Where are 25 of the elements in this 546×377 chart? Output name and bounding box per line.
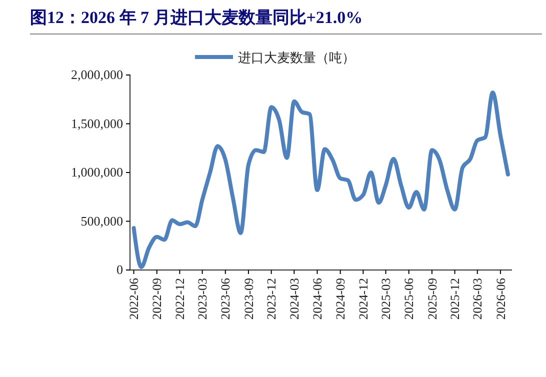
x-tick-label: 2025-12 (448, 278, 462, 320)
x-tick-label: 2026-03 (470, 278, 485, 320)
x-tick-label: 2024-06 (310, 278, 325, 320)
x-tick-label: 2025-09 (425, 278, 440, 320)
y-tick-label: 500,000 (80, 213, 123, 228)
chart-title: 图12：2026 年 7 月进口大麦数量同比+21.0% (30, 8, 363, 27)
y-tick-label: 1,000,000 (71, 164, 123, 180)
x-tick-label: 2023-12 (264, 278, 279, 320)
x-tick-label: 2024-12 (356, 278, 371, 320)
legend-label: 进口大麦数量（吨） (238, 50, 355, 65)
x-tick-label: 2022-12 (173, 278, 188, 320)
x-tick-label: 2024-09 (334, 278, 348, 320)
x-tick-label: 2022-09 (150, 278, 164, 320)
x-tick-label: 2025-03 (379, 278, 394, 320)
line-series (132, 90, 510, 270)
x-tick-label: 2023-09 (242, 278, 256, 320)
y-tick-label: 0 (116, 262, 123, 278)
y-tick-label: 1,500,000 (71, 116, 123, 131)
x-tick-label: 2022-06 (127, 278, 142, 320)
x-tick-label: 2024-03 (288, 278, 302, 320)
x-tick-label: 2025-06 (402, 278, 416, 320)
x-tick-label: 2023-06 (218, 278, 233, 320)
y-tick-label: 2,000,000 (71, 67, 123, 82)
x-tick-label: 2026-06 (494, 278, 508, 320)
x-tick-label: 2023-03 (196, 278, 210, 320)
